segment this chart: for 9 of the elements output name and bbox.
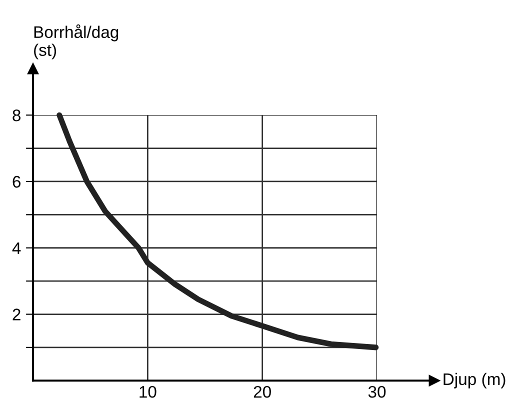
y-tick-label: 4 [12, 242, 21, 254]
x-tick-label: 20 [254, 386, 271, 398]
y-tick-label: 2 [12, 308, 20, 320]
x-tick-label: 10 [140, 386, 156, 398]
x-axis-title: Djup (m) [444, 372, 506, 388]
y-tick-label: 6 [12, 176, 20, 188]
y-axis-title: Borrhål/dag (st) [34, 24, 118, 60]
x-tick-label: 30 [368, 386, 386, 398]
y-tick-label: 8 [12, 110, 20, 122]
